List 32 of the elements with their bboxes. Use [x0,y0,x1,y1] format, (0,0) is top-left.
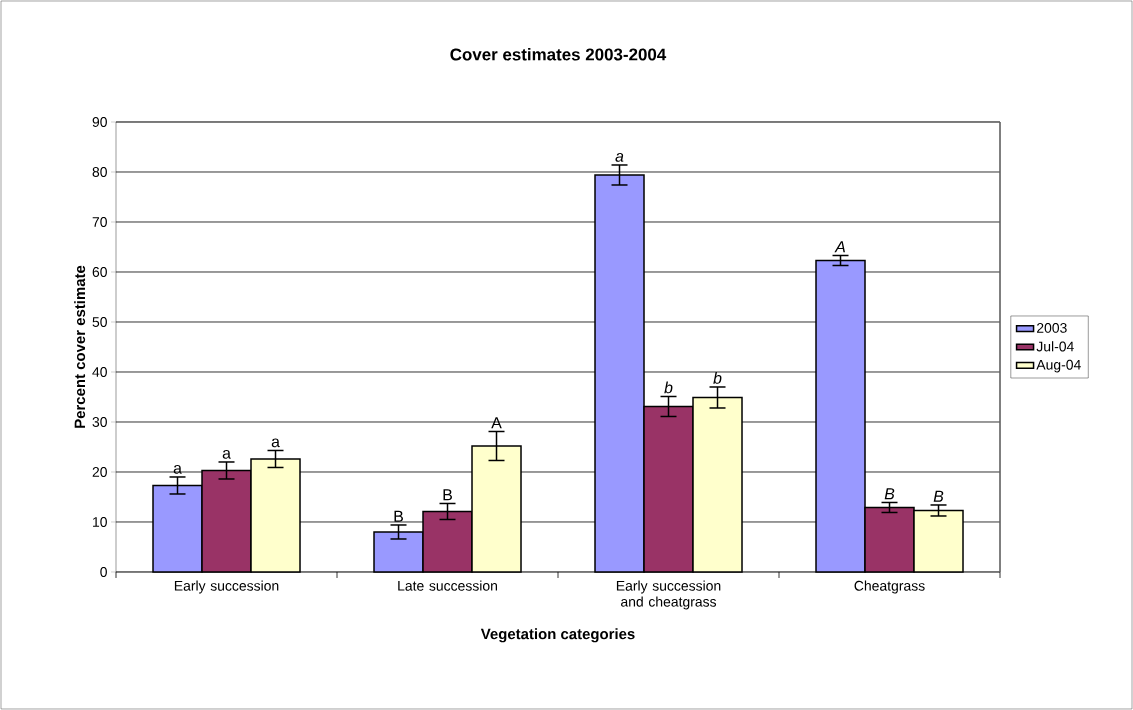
y-tick-label: 40 [92,367,107,377]
annotation: a [271,438,280,448]
annotation: B [884,488,895,500]
annotation: A [834,241,845,253]
y-tick-label: 90 [92,117,107,127]
y-tick-label: 70 [92,217,107,227]
legend-label: Jul-04 [1036,341,1074,352]
annotation: a [222,450,231,459]
x-axis-title: Vegetation categories [480,628,635,643]
y-tick-label: 0 [100,567,107,577]
x-tick-label: Cheatgrass [854,580,925,594]
y-tick-label: 10 [93,517,107,527]
y-tick-label: 60 [92,267,107,277]
annotation: A [491,417,502,429]
annotation: B [394,510,403,522]
chart-title: Cover estimates 2003-2004 [450,48,667,61]
annotation: a [615,153,624,162]
x-tick-label: Late succession [398,580,497,591]
y-axis-title: Percent cover estimate [74,265,86,428]
x-tick-label: Early succession and cheatgrass [616,580,721,610]
y-tick-label: 30 [92,417,107,427]
annotation: B [443,489,452,501]
legend-label: Aug-04 [1036,359,1081,373]
x-tick-label: Early succession [174,580,279,594]
annotation: a [173,465,182,474]
annotation: b [713,372,722,384]
y-tick-label: 50 [92,317,107,327]
y-tick-label: 20 [92,467,107,477]
legend-label: 2003 [1037,322,1067,333]
annotation: b [664,381,673,394]
y-tick-label: 80 [92,167,107,177]
annotation: B [933,490,944,502]
